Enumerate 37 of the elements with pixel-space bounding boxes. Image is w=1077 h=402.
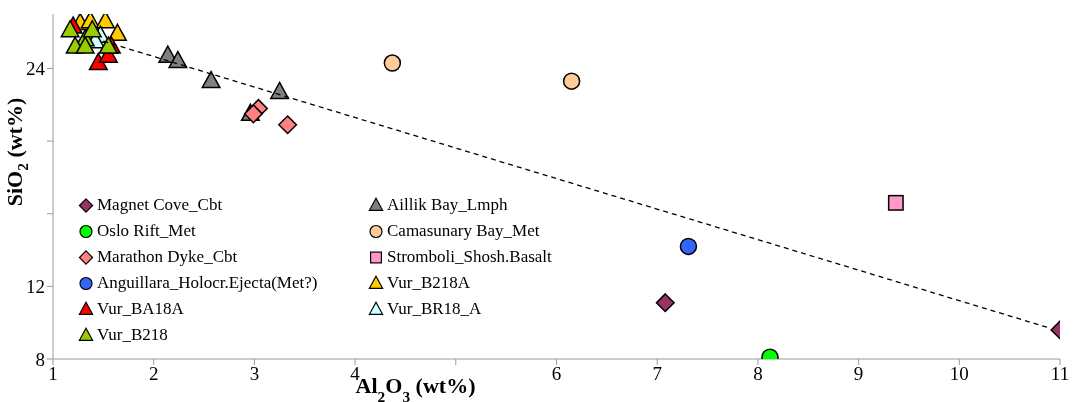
y-tick-label: 12 [26, 276, 45, 298]
point [107, 23, 127, 42]
legend-label: Vur_B218A [387, 272, 471, 293]
legend-label: Stromboli_Shosh.Basalt [387, 246, 552, 267]
point [383, 54, 402, 72]
legend-label: Anguillara_Holocr.Ejecta(Met?) [97, 272, 318, 293]
point [278, 115, 298, 135]
y-tick-label: 8 [35, 348, 45, 370]
point [270, 81, 290, 100]
x-tick-label: 9 [853, 363, 864, 385]
point [88, 52, 108, 71]
x-tick-label: 11 [1050, 363, 1070, 385]
point [60, 19, 80, 38]
x-tick-label: 7 [652, 363, 662, 385]
legend-label: Magnet Cove_Cbt [97, 194, 223, 215]
point [562, 72, 581, 90]
point [168, 50, 188, 69]
legend-label: Oslo Rift_Met [97, 220, 196, 241]
x-tick-label: 1 [48, 363, 58, 385]
y-tick-label: 24 [26, 58, 46, 80]
legend-label: Vur_BA18A [97, 298, 184, 319]
legend-label: Vur_BR18_A [387, 298, 482, 319]
point [75, 36, 95, 54]
point [679, 237, 698, 256]
x-tick-label: 6 [551, 363, 562, 385]
legend-label: Vur_B218 [97, 324, 168, 345]
legend-label: Aillik Bay_Lmph [387, 194, 508, 215]
point [887, 194, 904, 211]
legend-label: Camasunary Bay_Met [387, 220, 540, 241]
point [95, 14, 115, 29]
x-tick-label: 2 [148, 363, 159, 385]
x-tick-label: 3 [249, 363, 260, 385]
point [82, 19, 102, 38]
legend-label: Marathon Dyke_Cbt [97, 246, 238, 267]
point [201, 70, 221, 89]
x-tick-label: 8 [753, 363, 763, 385]
x-tick-label: 10 [949, 363, 969, 385]
